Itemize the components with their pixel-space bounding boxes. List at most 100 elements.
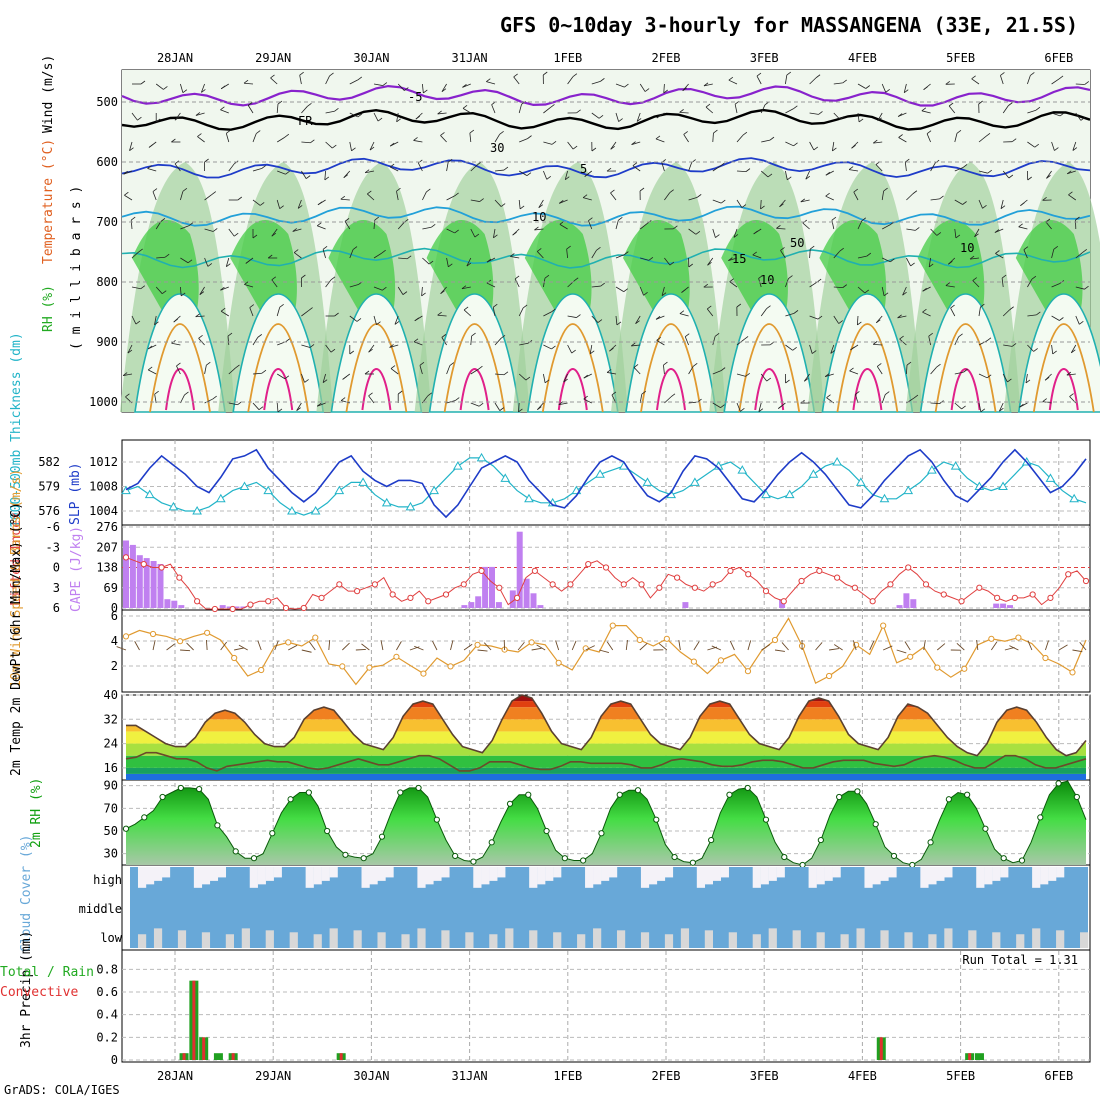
cloud-high-cell bbox=[433, 867, 442, 881]
wind-barb-flag bbox=[199, 291, 205, 295]
cloud-low-cell bbox=[177, 930, 187, 948]
panel-frame-precip bbox=[121, 949, 1091, 1063]
date-label-bottom: 6FEB bbox=[1044, 1069, 1073, 1083]
wind-barb-flag bbox=[636, 118, 642, 122]
li-line-marker bbox=[798, 577, 805, 585]
cloud-low-cell bbox=[856, 928, 865, 948]
wind-barb bbox=[1018, 226, 1028, 230]
wind-barb-flag bbox=[695, 230, 701, 235]
wind-barb-flag bbox=[340, 397, 346, 401]
cloud-high-cell bbox=[161, 867, 171, 878]
wind-barb bbox=[760, 170, 769, 178]
wind-barb-flag bbox=[583, 395, 588, 400]
wind-barb bbox=[301, 141, 311, 144]
wind-barb-flag bbox=[779, 203, 784, 208]
cloud-high-cell bbox=[656, 867, 666, 881]
wind-barb bbox=[322, 249, 326, 259]
rh-line-marker bbox=[506, 800, 514, 807]
li-line-marker bbox=[567, 581, 574, 588]
wind-barb-flag bbox=[357, 113, 363, 118]
cape-tick: 69 bbox=[104, 581, 118, 595]
wind-barb-flag bbox=[793, 310, 799, 314]
wind-barb-10m bbox=[852, 640, 857, 651]
wind-barb-10m bbox=[606, 641, 614, 651]
thickness-line-marker bbox=[287, 505, 297, 515]
thickness-line-marker bbox=[500, 473, 511, 482]
li-line-marker bbox=[478, 567, 485, 574]
wind-barb-flag bbox=[500, 203, 506, 207]
wind-barb-flag bbox=[129, 147, 134, 151]
wind-barb bbox=[930, 198, 940, 201]
wind-barb bbox=[567, 141, 574, 150]
wind-speed-line-marker bbox=[961, 665, 968, 672]
wind-barb bbox=[857, 112, 860, 122]
wind-barb-flag bbox=[316, 402, 322, 407]
wind-barb-10m bbox=[205, 639, 208, 651]
wind-barb-flag bbox=[437, 311, 442, 316]
cape-bar bbox=[903, 593, 910, 608]
wind-barb-flag bbox=[756, 72, 762, 77]
wind-barb bbox=[663, 83, 665, 94]
wind-barb bbox=[734, 104, 738, 114]
wind-barb bbox=[491, 104, 496, 114]
cloud-high-cell bbox=[529, 867, 538, 888]
wind-barb-flag bbox=[679, 310, 685, 314]
wind-barb-flag bbox=[721, 199, 726, 204]
cloud-row-high: high bbox=[93, 873, 122, 887]
wind-barb bbox=[276, 136, 286, 143]
wind-barb-flag bbox=[576, 109, 581, 114]
cloud-high-cell bbox=[385, 867, 394, 878]
wind-barb bbox=[276, 307, 281, 317]
date-label-bottom: 30JAN bbox=[353, 1069, 389, 1083]
wind-barb-flag bbox=[213, 228, 218, 232]
wind-barb bbox=[204, 365, 207, 375]
wind-barb bbox=[809, 141, 815, 151]
isotherm-minus5 bbox=[121, 84, 1091, 107]
rh-line-marker bbox=[927, 839, 934, 846]
cloud-high-cell bbox=[768, 867, 777, 881]
thickness-tick: 582 bbox=[38, 455, 60, 469]
wind-barb-10m bbox=[585, 645, 595, 651]
cloud-low-cell bbox=[880, 930, 889, 948]
wind-barb-flag bbox=[309, 344, 315, 348]
wind-barb bbox=[252, 402, 260, 410]
wind-barb-flag bbox=[766, 305, 771, 310]
cloud-high-cell bbox=[664, 867, 674, 878]
thickness-line-marker bbox=[215, 493, 226, 503]
wind-barb-flag bbox=[624, 83, 629, 88]
wind-barb bbox=[833, 250, 841, 259]
wind-barb-flag bbox=[220, 286, 225, 291]
date-label-top: 3FEB bbox=[750, 51, 779, 65]
cloud-row-low: low bbox=[100, 931, 122, 945]
wind-barb bbox=[873, 343, 883, 346]
cloud-low-cell bbox=[529, 930, 538, 948]
wind-barb bbox=[180, 286, 182, 297]
wind-barb bbox=[470, 228, 476, 238]
pressure-tick-label: 600 bbox=[96, 155, 118, 169]
precip-convective-bar bbox=[192, 980, 196, 1060]
wind-barb bbox=[760, 199, 762, 210]
wind-barb bbox=[493, 228, 496, 238]
cloud-high-cell bbox=[137, 867, 147, 888]
wind-barb bbox=[970, 257, 980, 260]
cape-bar bbox=[136, 555, 143, 608]
cape-bar bbox=[475, 596, 482, 608]
wind-barb-flag bbox=[1067, 170, 1072, 175]
rh-line-marker bbox=[397, 789, 404, 796]
wind-barb bbox=[1051, 141, 1055, 151]
wind-barb-flag bbox=[950, 304, 955, 309]
cloud-high-cell bbox=[473, 867, 482, 888]
wind-barb-flag bbox=[813, 146, 819, 151]
wind-barb-flag bbox=[537, 248, 542, 252]
wind-barb-flag bbox=[648, 257, 654, 261]
wind-barb-flag bbox=[598, 114, 604, 119]
wind-barb bbox=[543, 141, 553, 145]
rh-line-marker bbox=[799, 861, 806, 869]
wind-barb-flag bbox=[857, 321, 862, 326]
wind-barb bbox=[519, 138, 528, 143]
wind-barb bbox=[220, 310, 230, 317]
rh-tick: 30 bbox=[104, 847, 118, 861]
wind-barb bbox=[518, 307, 524, 317]
cloud-low-cell bbox=[616, 930, 626, 948]
wind-barb-10m bbox=[342, 642, 350, 651]
